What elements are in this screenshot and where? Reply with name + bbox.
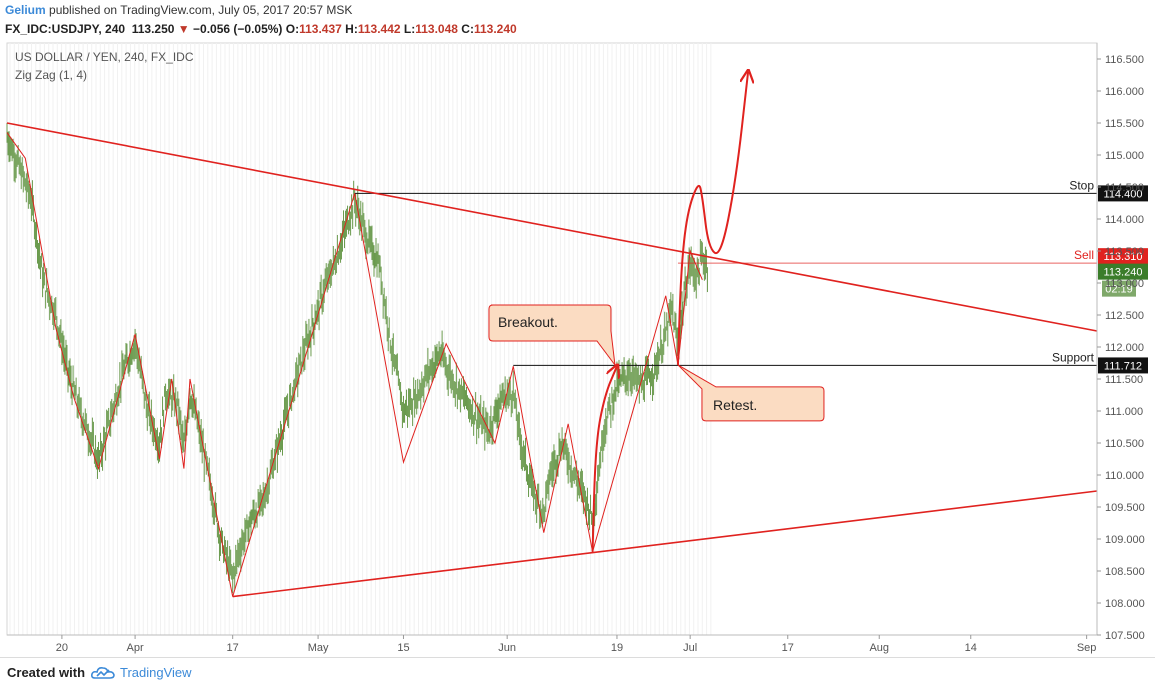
- x-tick-label: May: [308, 642, 329, 654]
- last-price-badge-text: 113.240: [1104, 267, 1143, 279]
- x-tick-label: 17: [782, 642, 794, 654]
- publish-info: Gelium published on TradingView.com, Jul…: [5, 3, 352, 17]
- y-tick-label: 107.500: [1105, 630, 1145, 642]
- x-tick-label: Jul: [683, 642, 697, 654]
- y-tick-label: 115.500: [1105, 118, 1144, 130]
- level-label-support: Support: [1052, 350, 1095, 364]
- y-tick-label: 113.500: [1105, 246, 1144, 258]
- x-tick-label: Sep: [1077, 642, 1097, 654]
- zigzag-line: [6, 132, 703, 597]
- sell-badge: [1098, 248, 1148, 265]
- open-label: O:: [285, 22, 300, 36]
- trendline: [232, 490, 1098, 598]
- x-tick-label: 14: [965, 642, 977, 654]
- breakout-arrow: [591, 366, 617, 552]
- trendline: [6, 122, 1098, 332]
- footer: Created with TradingView: [7, 665, 192, 680]
- level-badge-support: [1098, 357, 1148, 374]
- retest-label: Retest.: [713, 397, 757, 413]
- author-link[interactable]: Gelium: [5, 3, 46, 17]
- y-tick-label: 108.000: [1105, 598, 1145, 610]
- close-value: 113.240: [473, 22, 517, 36]
- y-tick-label: 116.500: [1105, 54, 1144, 66]
- candles: [6, 122, 708, 594]
- y-tick-label: 114.500: [1105, 182, 1144, 194]
- down-arrow-icon: ▼: [177, 22, 190, 36]
- y-tick-label: 115.000: [1105, 150, 1144, 162]
- timer-badge-text: 02:19: [1105, 284, 1133, 296]
- low-label: L:: [403, 22, 416, 36]
- level-badge-stop: [1098, 185, 1148, 202]
- breakout-callout: [488, 304, 616, 367]
- x-tick-label: 20: [56, 642, 68, 654]
- last-price-badge: [1098, 263, 1148, 280]
- projection-arrow: [676, 72, 748, 365]
- level-label-stop: Stop: [1069, 178, 1094, 192]
- symbol-info-bar: FX_IDC:USDJPY, 240 113.250 ▼ −0.056 (−0.…: [5, 22, 517, 36]
- cloud-icon: [91, 666, 115, 679]
- x-tick-label: Apr: [127, 642, 144, 654]
- tradingview-logo[interactable]: TradingView: [91, 665, 192, 680]
- created-with-label: Created with: [7, 665, 86, 680]
- y-tick-label: 112.000: [1105, 342, 1144, 354]
- high-label: H:: [345, 22, 358, 36]
- y-tick-label: 116.000: [1105, 86, 1144, 98]
- last-price: 113.250: [131, 22, 175, 36]
- chart-title: US DOLLAR / YEN, 240, FX_IDC: [15, 50, 194, 64]
- x-tick-label: Jun: [498, 642, 516, 654]
- x-tick-label: 17: [227, 642, 239, 654]
- y-tick-label: 112.500: [1105, 310, 1144, 322]
- close-label: C:: [461, 22, 474, 36]
- y-tick-label: 114.000: [1105, 214, 1144, 226]
- sell-label: Sell: [1074, 248, 1094, 262]
- y-tick-label: 113.000: [1105, 278, 1144, 290]
- x-tick-label: 15: [397, 642, 409, 654]
- footer-divider: [0, 657, 1155, 658]
- retest-callout: [677, 364, 825, 422]
- published-text: published on TradingView.com, July 05, 2…: [49, 3, 353, 17]
- high-value: 113.442: [357, 22, 401, 36]
- y-tick-label: 110.000: [1105, 470, 1144, 482]
- level-badge-text: 114.400: [1104, 188, 1143, 200]
- x-tick-label: Aug: [869, 642, 889, 654]
- brand-name: TradingView: [120, 665, 192, 680]
- open-value: 113.437: [299, 22, 342, 36]
- sell-badge-text: 113.310: [1104, 251, 1143, 263]
- timer-badge: [1102, 280, 1136, 297]
- x-tick-label: 19: [611, 642, 623, 654]
- indicator-label: Zig Zag (1, 4): [15, 68, 87, 82]
- y-tick-label: 109.500: [1105, 502, 1145, 514]
- breakout-label: Breakout.: [498, 314, 558, 330]
- price-change: −0.056 (−0.05%): [193, 22, 283, 36]
- y-tick-label: 110.500: [1105, 438, 1144, 450]
- y-tick-label: 111.500: [1105, 374, 1143, 386]
- y-tick-label: 108.500: [1105, 566, 1145, 578]
- y-tick-label: 111.000: [1105, 406, 1143, 418]
- symbol-label: FX_IDC:USDJPY, 240: [5, 22, 126, 36]
- y-tick-label: 109.000: [1105, 534, 1145, 546]
- level-badge-text: 111.712: [1104, 360, 1142, 372]
- low-value: 113.048: [415, 22, 458, 36]
